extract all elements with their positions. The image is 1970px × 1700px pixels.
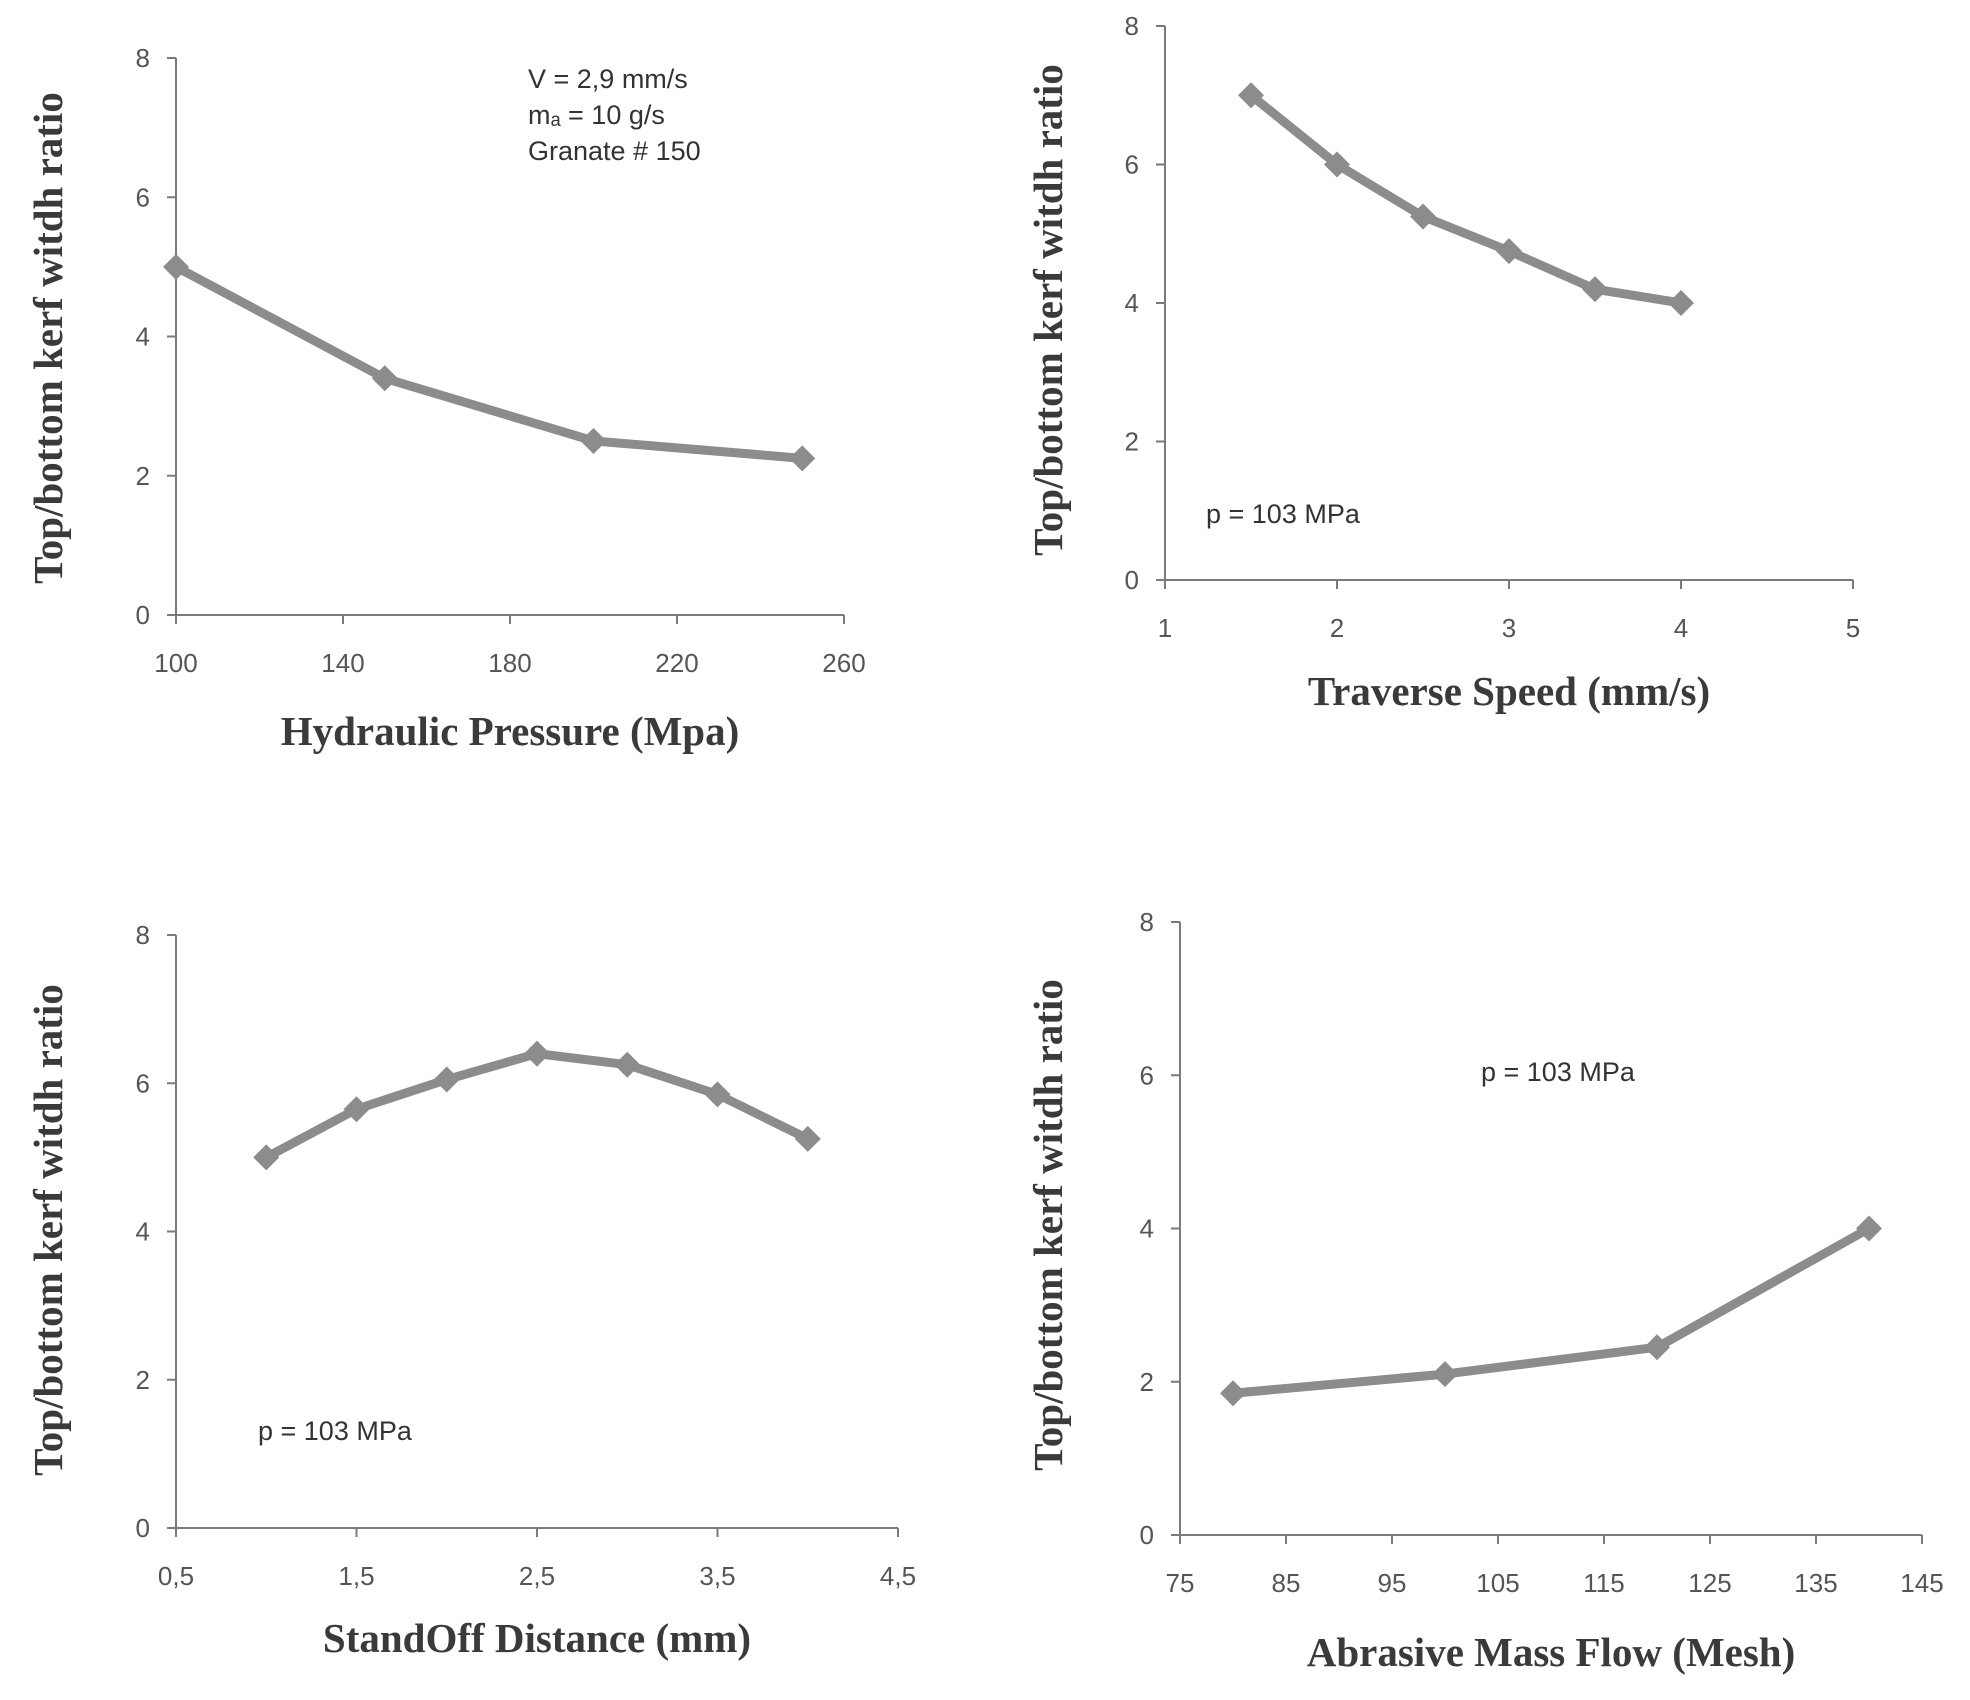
y-tick-label: 6	[1140, 1060, 1154, 1090]
data-point-marker	[1432, 1361, 1458, 1388]
data-point-marker	[580, 427, 607, 454]
x-tick-label: 180	[488, 648, 531, 678]
data-point-marker	[1856, 1215, 1882, 1242]
data-point-marker	[789, 445, 816, 472]
data-point-marker	[1220, 1380, 1246, 1407]
x-tick-label: 140	[321, 648, 364, 678]
data-point-marker	[433, 1066, 460, 1093]
chart-1: 0 2 4 6 8 100 140 180 220 260 Hydraulic Pressure (…	[25, 43, 866, 754]
y-tick-label: 2	[136, 1365, 150, 1395]
data-point-marker	[1324, 151, 1350, 178]
x-tick-label: 75	[1166, 1568, 1195, 1598]
y-tick-label: 8	[136, 920, 150, 950]
y-tick-label: 8	[1125, 11, 1139, 41]
x-tick-label: 0,5	[158, 1561, 194, 1591]
y-tick-label: 6	[1125, 150, 1139, 180]
y-tick-label: 0	[136, 600, 150, 630]
x-tick-label: 1	[1158, 613, 1172, 643]
series-line	[1228, 1224, 1874, 1398]
data-point-marker	[371, 365, 398, 392]
x-tick-label: 2,5	[519, 1561, 555, 1591]
x-tick-label: 5	[1846, 613, 1860, 643]
data-point-marker	[1496, 238, 1522, 265]
y-tick-label: 6	[136, 1068, 150, 1098]
data-point-marker	[163, 253, 189, 280]
y-tick-label: 0	[136, 1513, 150, 1543]
y-tick-label: 4	[136, 322, 150, 352]
x-axis-title: Abrasive Mass Flow (Mesh)	[1307, 1629, 1796, 1675]
y-axis-title: Top/bottom kerf witdh ratio	[25, 92, 71, 584]
chart-2: 0 2 4 6 8 1 2 3 4 5 Traverse Speed (mm/s) Top/botto…	[1025, 11, 1860, 714]
x-axis-title: StandOff Distance (mm)	[323, 1615, 751, 1661]
x-tick-label: 2	[1330, 613, 1344, 643]
data-point-marker	[614, 1051, 641, 1078]
data-point-marker	[524, 1040, 550, 1067]
annotation-text: p = 103 MPa	[258, 1416, 413, 1446]
y-tick-label: 0	[1140, 1520, 1154, 1550]
x-tick-label: 100	[154, 648, 197, 678]
x-tick-label: 4	[1674, 613, 1688, 643]
y-tick-label: 0	[1125, 565, 1139, 595]
data-point-marker	[794, 1125, 821, 1152]
x-tick-label: 145	[1900, 1568, 1943, 1598]
annotation-text: p = 103 MPa	[1481, 1057, 1636, 1087]
annotation-text: mₐ = 10 g/s	[528, 100, 665, 130]
data-point-marker	[704, 1081, 731, 1108]
data-point-marker	[1410, 203, 1436, 230]
data-point-marker	[253, 1144, 280, 1171]
chart-4: 0 2 4 6 8 75 85 95 105 115 125 135 145 Abrasive Mass …	[1025, 907, 1944, 1675]
x-tick-label: 3	[1502, 613, 1516, 643]
x-tick-label: 105	[1476, 1568, 1519, 1598]
y-tick-label: 8	[136, 43, 150, 73]
x-tick-label: 220	[655, 648, 698, 678]
x-tick-label: 135	[1794, 1568, 1837, 1598]
x-tick-label: 4,5	[880, 1561, 916, 1591]
y-tick-label: 8	[1140, 907, 1154, 937]
series-line	[1246, 90, 1686, 308]
y-tick-label: 4	[1125, 288, 1139, 318]
data-point-marker	[1668, 290, 1694, 316]
x-tick-label: 95	[1378, 1568, 1407, 1598]
y-tick-label: 6	[136, 182, 150, 212]
data-point-marker	[1238, 82, 1264, 109]
x-tick-label: 1,5	[338, 1561, 374, 1591]
chart-3: 0 2 4 6 8 0,5 1,5 2,5 3,5 4,5 StandOff Distance (m…	[25, 920, 916, 1661]
y-tick-label: 4	[136, 1217, 150, 1247]
y-tick-label: 2	[1140, 1367, 1154, 1397]
annotation-text: p = 103 MPa	[1206, 499, 1361, 529]
y-tick-label: 2	[1125, 427, 1139, 457]
x-tick-label: 85	[1272, 1568, 1301, 1598]
x-tick-label: 125	[1688, 1568, 1731, 1598]
x-axis-title: Traverse Speed (mm/s)	[1308, 668, 1710, 714]
data-point-marker	[343, 1096, 370, 1123]
y-tick-label: 2	[136, 461, 150, 491]
y-axis-title: Top/bottom kerf witdh ratio	[25, 984, 71, 1476]
data-point-marker	[1582, 276, 1608, 303]
x-tick-label: 115	[1583, 1568, 1624, 1598]
y-axis-title: Top/bottom kerf witdh ratio	[1025, 979, 1071, 1471]
annotation-text: Granate # 150	[528, 136, 701, 166]
y-axis-title: Top/bottom kerf witdh ratio	[1025, 64, 1071, 556]
series-line	[171, 262, 807, 463]
x-tick-label: 260	[822, 648, 865, 678]
x-tick-label: 3,5	[699, 1561, 735, 1591]
x-axis-title: Hydraulic Pressure (Mpa)	[281, 708, 740, 754]
y-tick-label: 4	[1140, 1214, 1154, 1244]
data-point-marker	[1644, 1334, 1670, 1361]
annotation-text: V = 2,9 mm/s	[528, 64, 688, 94]
